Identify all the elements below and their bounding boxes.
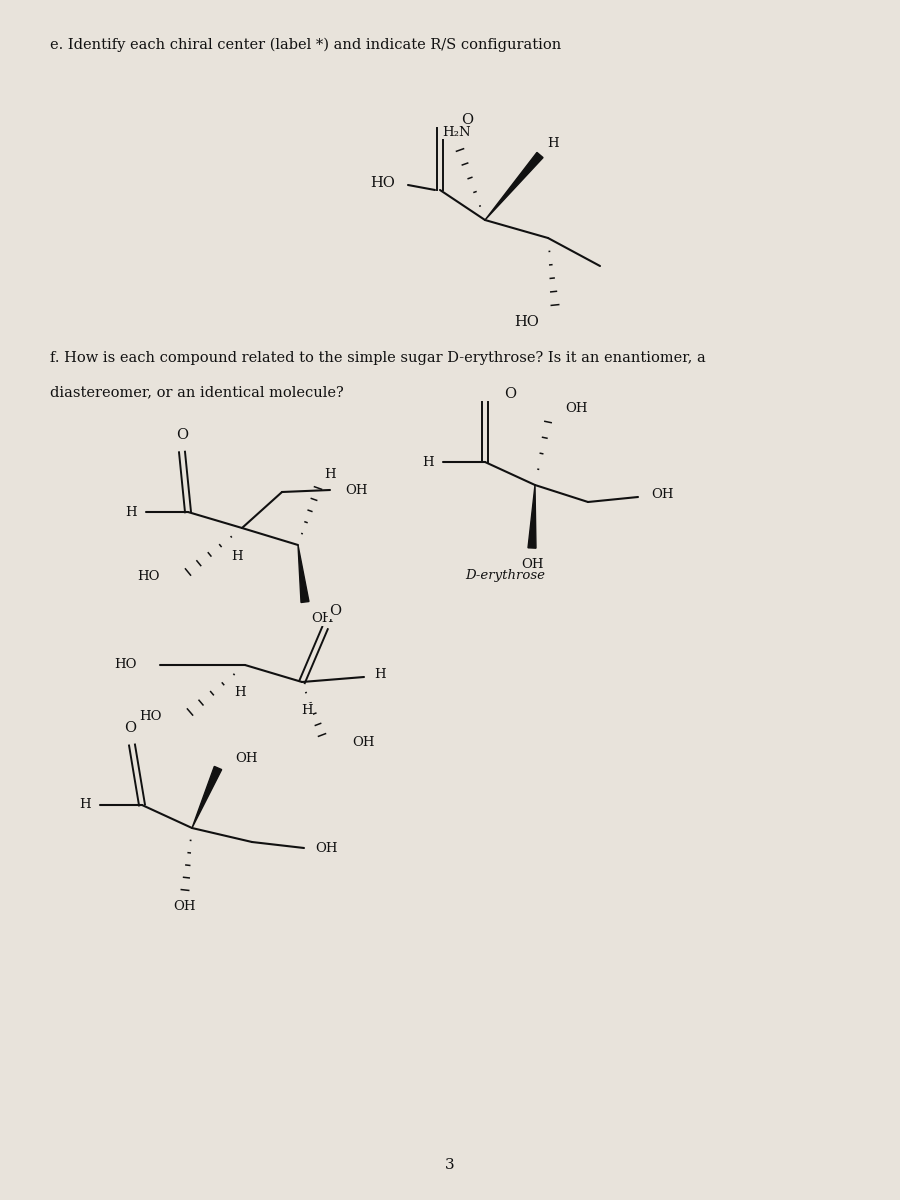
Text: f. How is each compound related to the simple sugar D-erythrose? Is it an enanti: f. How is each compound related to the s… bbox=[50, 350, 706, 365]
Text: HO: HO bbox=[140, 710, 162, 724]
Text: O: O bbox=[176, 428, 188, 442]
Text: OH: OH bbox=[174, 900, 196, 913]
Text: HO: HO bbox=[114, 659, 137, 672]
Text: H₂N: H₂N bbox=[443, 126, 472, 138]
Text: H: H bbox=[422, 456, 434, 468]
Text: O: O bbox=[124, 721, 136, 734]
Text: H: H bbox=[547, 137, 559, 150]
Text: H: H bbox=[302, 703, 313, 716]
Text: 3: 3 bbox=[446, 1158, 454, 1172]
Polygon shape bbox=[192, 767, 221, 828]
Text: OH: OH bbox=[346, 484, 368, 497]
Text: OH: OH bbox=[316, 842, 338, 856]
Polygon shape bbox=[298, 545, 309, 602]
Text: O: O bbox=[328, 604, 341, 618]
Text: O: O bbox=[461, 113, 473, 127]
Polygon shape bbox=[485, 152, 543, 220]
Text: OH: OH bbox=[352, 737, 374, 750]
Text: e. Identify each chiral center (label *) and indicate R/S configuration: e. Identify each chiral center (label *)… bbox=[50, 38, 562, 52]
Text: H: H bbox=[79, 798, 91, 811]
Text: H: H bbox=[374, 668, 386, 682]
Text: OH: OH bbox=[521, 558, 544, 571]
Text: OH: OH bbox=[652, 488, 674, 502]
Text: OH: OH bbox=[565, 402, 588, 415]
Text: HO: HO bbox=[138, 570, 160, 583]
Text: H: H bbox=[125, 505, 137, 518]
Text: H: H bbox=[324, 468, 336, 480]
Text: HO: HO bbox=[370, 176, 395, 190]
Text: HO: HO bbox=[515, 316, 539, 329]
Text: diastereomer, or an identical molecule?: diastereomer, or an identical molecule? bbox=[50, 385, 344, 398]
Text: D-erythrose: D-erythrose bbox=[465, 569, 545, 582]
Polygon shape bbox=[528, 485, 536, 548]
Text: OH: OH bbox=[235, 751, 257, 764]
Text: O: O bbox=[504, 386, 516, 401]
Text: H: H bbox=[231, 550, 243, 563]
Text: H: H bbox=[234, 686, 246, 700]
Text: OH: OH bbox=[311, 612, 334, 625]
